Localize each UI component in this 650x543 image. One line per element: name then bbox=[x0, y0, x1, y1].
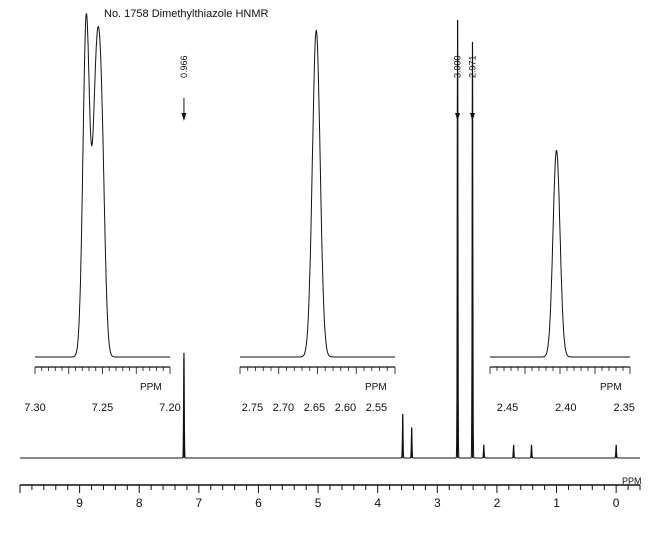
integral-label-0: 0.966 bbox=[179, 55, 189, 78]
inset-3-tick-label: 2.45 bbox=[497, 402, 518, 414]
inset-2-trace bbox=[240, 29, 395, 358]
main-tick-label: 9 bbox=[76, 496, 83, 510]
inset-1-unit: PPM bbox=[140, 382, 162, 393]
main-axis-unit: PPM bbox=[622, 476, 642, 486]
main-tick-label: 3 bbox=[434, 496, 441, 510]
inset-3-unit: PPM bbox=[600, 382, 622, 393]
main-tick-label: 7 bbox=[196, 496, 203, 510]
main-tick-label: 2 bbox=[494, 496, 501, 510]
main-tick-label: 0 bbox=[613, 496, 620, 510]
main-tick-label: 6 bbox=[255, 496, 262, 510]
integral-label-2: 2.971 bbox=[467, 55, 477, 78]
inset-2-tick-label: 2.65 bbox=[304, 402, 325, 414]
integral-arrowhead-2 bbox=[469, 113, 475, 121]
integral-arrowhead-1 bbox=[455, 113, 461, 121]
chart-title: No. 1758 Dimethylthiazole HNMR bbox=[104, 8, 269, 20]
inset-1-tick-label: 7.25 bbox=[92, 402, 113, 414]
inset-2-unit: PPM bbox=[365, 382, 387, 393]
integral-arrowhead-0 bbox=[181, 113, 187, 121]
inset-3-tick-label: 2.35 bbox=[613, 402, 634, 414]
main-tick-label: 5 bbox=[315, 496, 322, 510]
inset-1-trace bbox=[35, 13, 170, 358]
inset-2-tick-label: 2.70 bbox=[273, 402, 294, 414]
inset-2-tick-label: 2.60 bbox=[335, 402, 356, 414]
spectrum-trace bbox=[20, 19, 640, 459]
main-tick-label: 1 bbox=[553, 496, 560, 510]
main-tick-label: 4 bbox=[374, 496, 381, 510]
inset-1-tick-label: 7.20 bbox=[159, 402, 180, 414]
inset-1-tick-label: 7.30 bbox=[24, 402, 45, 414]
inset-3-tick-label: 2.40 bbox=[555, 402, 576, 414]
integral-label-1: 3.000 bbox=[453, 55, 463, 78]
inset-3-trace bbox=[490, 150, 630, 358]
main-tick-label: 8 bbox=[136, 496, 143, 510]
inset-2-tick-label: 2.55 bbox=[366, 402, 387, 414]
inset-2-tick-label: 2.75 bbox=[242, 402, 263, 414]
